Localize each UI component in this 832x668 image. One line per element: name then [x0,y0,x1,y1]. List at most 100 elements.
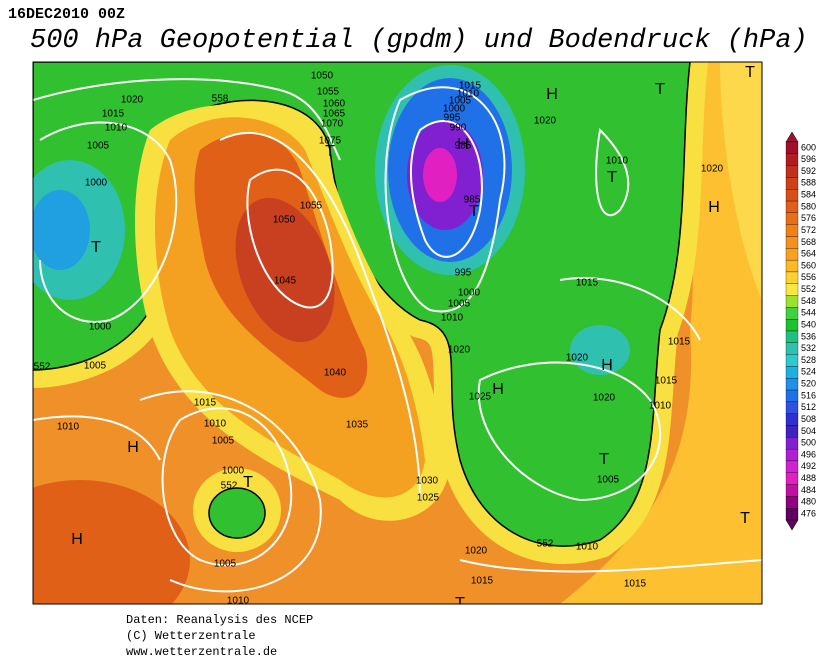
pressure-label: 995 [455,268,472,279]
pressure-center-label: T [655,81,665,98]
legend-swatch [785,189,799,202]
pressure-label: 1015 [194,398,217,409]
legend-swatch [785,141,799,154]
pressure-label: 1005 [214,559,237,570]
legend-tick-label: 580 [801,201,816,211]
pressure-label: 1005 [448,299,471,310]
pressure-label: 1010 [606,156,629,167]
legend-tick-label: 544 [801,308,816,318]
legend-swatch [785,378,799,391]
pressure-center-label: H [708,199,720,216]
pressure-label: 1045 [274,276,297,287]
legend-tick-label: 480 [801,497,816,507]
pressure-label: 1010 [227,596,250,607]
legend-tick-label: 532 [801,343,816,353]
pressure-label: 995 [444,113,461,124]
legend-swatch [785,425,799,438]
footer-line: (C) Wetterzentrale [126,629,256,643]
pressure-label: 1010 [57,422,80,433]
footer-line: Daten: Reanalysis des NCEP [126,613,313,627]
legend-swatch [785,165,799,178]
pressure-label: 1035 [346,420,369,431]
pressure-label: 1050 [311,71,334,82]
legend-swatch [785,248,799,261]
pressure-label: 1005 [212,436,235,447]
pressure-label: 1020 [465,546,488,557]
legend-tick-label: 476 [801,508,816,518]
legend-swatch [785,259,799,273]
pressure-label: 1020 [566,353,589,364]
legend-swatch [785,153,799,166]
pressure-label: 1015 [668,337,691,348]
pressure-label: 1055 [317,87,340,98]
pressure-label: 1020 [448,345,471,356]
legend-tick-label: 500 [801,438,816,448]
pressure-center-label: T [599,451,609,468]
pressure-center-label: T [745,64,755,81]
pressure-label: 985 [455,141,472,152]
pressure-center-label: H [492,381,504,398]
pressure-label: 1005 [449,96,472,107]
pressure-label: 1015 [655,376,678,387]
isobars [33,78,762,593]
pressure-label: 1010 [457,89,480,100]
pressure-center-label: T [740,510,750,527]
map-date: 16DEC2010 00Z [8,6,125,23]
legend-tick-label: 504 [801,426,816,436]
legend-swatch [785,212,799,225]
pressure-label: 1015 [576,278,599,289]
pressure-label: 1010 [441,313,464,324]
legend-tick-label: 584 [801,190,816,200]
legend-tick-label: 512 [801,402,816,412]
legend-tick-label: 520 [801,379,816,389]
pressure-label: 990 [450,123,467,134]
pressure-label: 1015 [624,579,647,590]
pressure-label: 552 [221,481,238,492]
legend-tick-label: 596 [801,154,816,164]
legend-tick-label: 488 [801,473,816,483]
field-region [33,190,90,270]
field-region [208,487,266,539]
legend-swatch [785,472,799,485]
legend-tick-label: 540 [801,319,816,329]
legend-swatch [785,437,799,450]
legend-swatch [785,401,799,414]
pressure-label: 1070 [321,119,344,130]
legend-swatch [785,283,799,296]
pressure-label: 1055 [300,201,323,212]
field-region [560,62,762,604]
pressure-label: 1000 [89,322,112,333]
pressure-label: 1010 [105,123,128,134]
pressure-label: 1075 [319,136,342,147]
pressure-center-label: T [607,169,617,186]
legend-tick-label: 592 [801,166,816,176]
field-region [570,325,630,375]
legend-swatch [785,307,799,320]
pressure-label: 1025 [417,493,440,504]
pressure-label: 1065 [323,109,346,120]
legend-swatch [785,319,799,332]
legend-swatch [785,413,799,426]
pressure-label: 552 [34,362,51,373]
legend-tick-label: 548 [801,296,816,306]
pressure-label: 1020 [701,164,724,175]
pressure-center-label: H [601,357,613,374]
pressure-label: 1005 [87,141,110,152]
pressure-label: 1060 [323,99,346,110]
legend-tick-label: 568 [801,237,816,247]
pressure-label: 1050 [273,215,296,226]
legend-swatch [785,496,799,509]
field-region [423,148,457,202]
pressure-center-label: T [455,595,465,612]
pressure-label: 1005 [597,475,620,486]
legend-tick-label: 572 [801,225,816,235]
field-region [720,62,762,300]
legend-tick-label: 560 [801,260,816,270]
pressure-label: 1015 [102,109,125,120]
pressure-label: 1020 [121,95,144,106]
legend-swatch [785,330,799,343]
pressure-label: 1020 [534,116,557,127]
legend-tick-label: 492 [801,461,816,471]
legend-swatch [785,460,799,473]
pressure-label: 1000 [443,104,466,115]
